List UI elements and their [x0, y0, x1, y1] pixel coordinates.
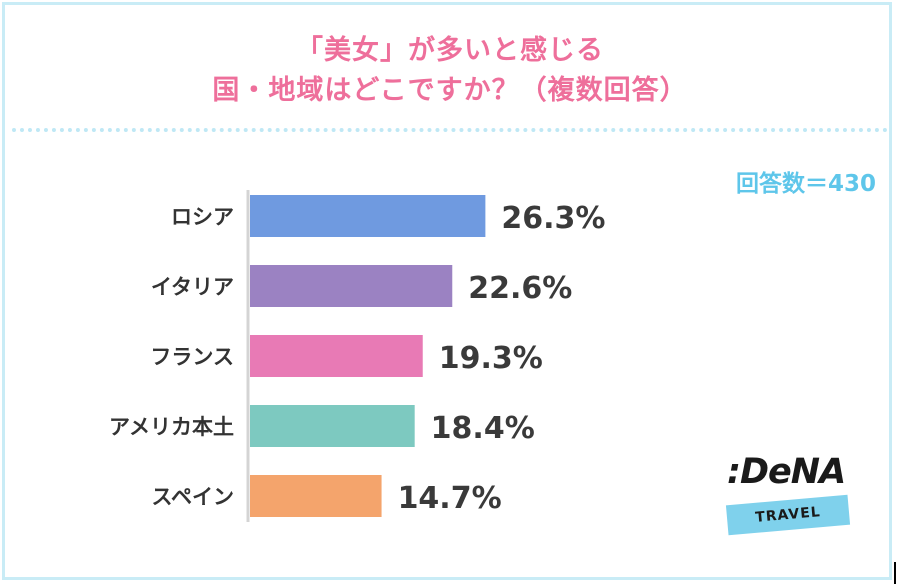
category-label-4: スペイン [151, 485, 234, 509]
logo-travel-tag: TRAVEL [725, 494, 851, 536]
value-label-4: 14.7% [398, 481, 502, 516]
category-label-1: イタリア [151, 275, 234, 299]
edge-mark [894, 562, 896, 584]
bar-3 [250, 405, 415, 447]
bar-1 [250, 265, 453, 307]
value-label-3: 18.4% [431, 411, 535, 446]
chart-title-line1: 「美女」が多いと感じる [296, 35, 604, 66]
bar-2 [250, 335, 423, 377]
category-label-0: ロシア [171, 205, 234, 229]
dotted-divider [12, 128, 888, 132]
category-label-2: フランス [150, 345, 234, 369]
dena-travel-logo: :DeNA TRAVEL [725, 452, 857, 544]
chart-title-line2: 国・地域はどこですか？（複数回答） [212, 75, 688, 106]
value-label-0: 26.3% [501, 201, 605, 236]
value-label-2: 19.3% [439, 341, 543, 376]
category-label-3: アメリカ本土 [109, 415, 234, 439]
logo-wordmark: :DeNA [727, 452, 846, 492]
value-label-1: 22.6% [468, 271, 572, 306]
bar-0 [250, 195, 486, 237]
respondent-count: 回答数＝430 [735, 171, 876, 197]
bar-4 [250, 475, 382, 517]
